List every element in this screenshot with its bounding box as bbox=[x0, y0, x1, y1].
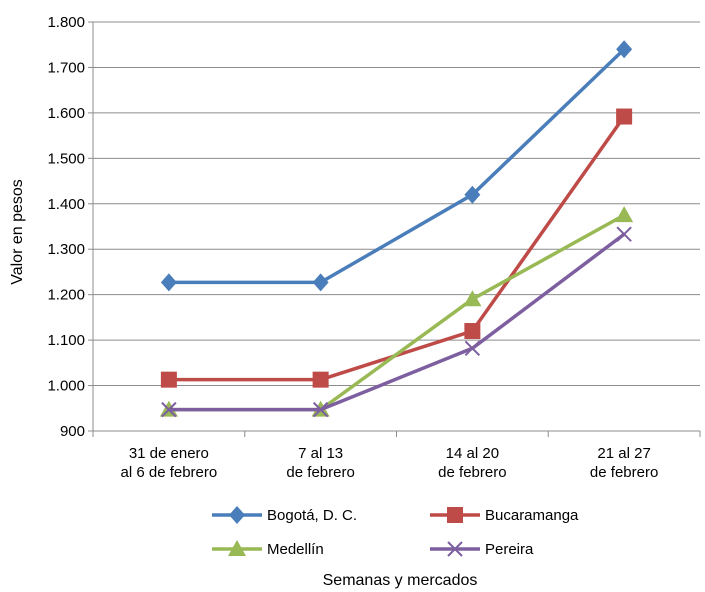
x-tick-label-line: 21 al 27 bbox=[597, 445, 650, 462]
legend-swatch-marker bbox=[229, 506, 245, 524]
series-3 bbox=[162, 227, 631, 416]
y-tick-label: 1.300 bbox=[47, 241, 85, 258]
legend-label: Bogotá, D. C. bbox=[267, 507, 357, 524]
x-tick-label-line: 31 de enero bbox=[129, 445, 209, 462]
data-point bbox=[313, 273, 329, 291]
x-tick-label: 14 al 20 de febrero bbox=[438, 445, 506, 481]
axes bbox=[93, 22, 700, 437]
legend-item: Bucaramanga bbox=[430, 507, 579, 524]
data-point bbox=[463, 290, 481, 306]
y-tick-label: 1.800 bbox=[47, 14, 85, 31]
x-tick-labels: 31 de enero al 6 de febrero 7 al 13 de febr… bbox=[121, 445, 659, 481]
y-tick-label: 1.400 bbox=[47, 196, 85, 213]
legend-item: Medellín bbox=[212, 540, 324, 558]
y-tick-label: 1.200 bbox=[47, 287, 85, 304]
legend-item: Bogotá, D. C. bbox=[212, 506, 357, 524]
legend-swatch-marker bbox=[447, 507, 463, 523]
x-tick-label: 7 al 13 de febrero bbox=[286, 445, 354, 481]
data-point bbox=[161, 273, 177, 291]
x-tick-label-line: de febrero bbox=[286, 464, 354, 481]
x-tick-label-line: al 6 de febrero bbox=[121, 464, 218, 481]
data-point bbox=[616, 109, 632, 125]
legend-label: Medellín bbox=[267, 541, 324, 558]
y-tick-label: 900 bbox=[60, 423, 85, 440]
x-tick-label-line: 14 al 20 bbox=[446, 445, 499, 462]
series-line bbox=[169, 49, 624, 282]
legend: Bogotá, D. C. Bucaramanga Medellín Pereira bbox=[212, 506, 579, 558]
series-0 bbox=[161, 40, 632, 291]
y-tick-label: 1.600 bbox=[47, 105, 85, 122]
x-tick-label-line: de febrero bbox=[590, 464, 658, 481]
x-axis-title: Semanas y mercados bbox=[323, 572, 478, 589]
y-tick-label: 1.700 bbox=[47, 59, 85, 76]
series-line bbox=[169, 234, 624, 409]
data-point bbox=[615, 206, 633, 222]
gridlines bbox=[88, 22, 700, 431]
data-point bbox=[313, 372, 329, 388]
data-point bbox=[464, 323, 480, 339]
y-axis-title: Valor en pesos bbox=[9, 179, 26, 285]
x-tick-label-line: 7 al 13 bbox=[298, 445, 343, 462]
x-tick-label-line: de febrero bbox=[438, 464, 506, 481]
y-tick-labels: 900 1.000 1.100 1.200 1.300 1.400 1.500 1.600 1.… bbox=[47, 14, 85, 440]
data-point bbox=[161, 372, 177, 388]
x-tick-label: 31 de enero al 6 de febrero bbox=[121, 445, 218, 481]
x-tick-label: 21 al 27 de febrero bbox=[590, 445, 658, 481]
legend-item: Pereira bbox=[430, 541, 534, 558]
y-tick-label: 1.100 bbox=[47, 332, 85, 349]
legend-label: Bucaramanga bbox=[485, 507, 579, 524]
data-point bbox=[465, 341, 479, 355]
legend-label: Pereira bbox=[485, 541, 534, 558]
y-tick-label: 1.000 bbox=[47, 378, 85, 395]
series-group bbox=[160, 40, 633, 416]
y-tick-label: 1.500 bbox=[47, 150, 85, 167]
data-point bbox=[617, 227, 631, 241]
